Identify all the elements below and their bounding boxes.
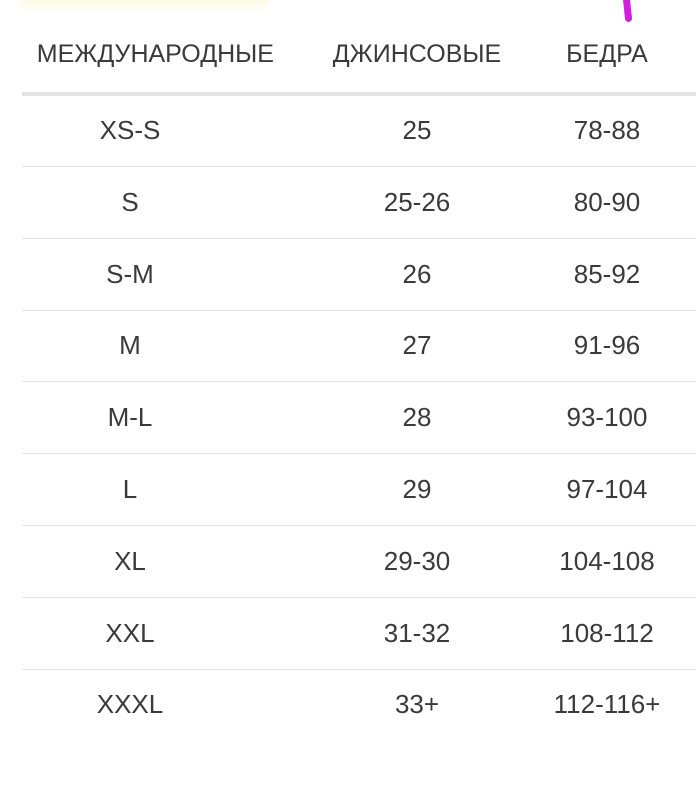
table-row: M 27 91-96 bbox=[22, 309, 696, 383]
header-international: МЕЖДУНАРОДНЫЕ bbox=[36, 40, 274, 68]
cell-hips: 108-112 bbox=[560, 617, 654, 648]
cell-hips: 80-90 bbox=[573, 186, 641, 217]
cell-international-size: L bbox=[122, 474, 138, 504]
table-row: XL 29-30 104-108 bbox=[22, 525, 696, 598]
header-hips: БЕДРА bbox=[566, 40, 648, 68]
cell-jeans-size: 28 bbox=[402, 402, 432, 433]
yellow-highlight-mark bbox=[20, 0, 270, 8]
cell-international-size: M bbox=[119, 330, 141, 361]
cell-jeans-size: 25-26 bbox=[383, 186, 451, 217]
cell-international-size: XXXL bbox=[96, 689, 164, 720]
cell-jeans-size: 31-32 bbox=[383, 617, 451, 648]
table-row: L 29 97-104 bbox=[22, 453, 696, 526]
cell-hips: 97-104 bbox=[566, 474, 648, 504]
cell-jeans-size: 27 bbox=[402, 330, 432, 361]
cell-hips: 104-108 bbox=[559, 545, 655, 576]
cell-jeans-size: 26 bbox=[402, 258, 432, 289]
cell-jeans-size: 25 bbox=[402, 115, 432, 145]
cell-international-size: XS-S bbox=[99, 115, 161, 145]
cell-jeans-size: 29-30 bbox=[383, 545, 451, 576]
cell-international-size: XXL bbox=[105, 617, 155, 648]
table-row: S-M 26 85-92 bbox=[22, 238, 696, 311]
cell-jeans-size: 33+ bbox=[394, 689, 440, 720]
cell-international-size: XL bbox=[114, 545, 146, 576]
table-row: XXXL 33+ 112-116+ bbox=[22, 668, 696, 740]
table-row: XS-S 25 78-88 bbox=[22, 94, 696, 167]
header-jeans: ДЖИНСОВЫЕ bbox=[332, 40, 502, 68]
cell-hips: 93-100 bbox=[566, 402, 648, 433]
table-row: XXL 31-32 108-112 bbox=[22, 597, 696, 670]
table-row: M-L 28 93-100 bbox=[22, 381, 696, 455]
cell-international-size: S-M bbox=[106, 258, 154, 289]
cell-hips: 112-116+ bbox=[553, 689, 661, 720]
cell-jeans-size: 29 bbox=[402, 474, 432, 504]
table-row: S 25-26 80-90 bbox=[22, 166, 696, 239]
cell-international-size: S bbox=[121, 186, 139, 217]
cell-international-size: M-L bbox=[107, 402, 153, 433]
cell-hips: 91-96 bbox=[573, 330, 641, 361]
cell-hips: 78-88 bbox=[573, 115, 641, 145]
cell-hips: 85-92 bbox=[573, 258, 641, 289]
header-divider bbox=[22, 92, 696, 96]
magenta-pen-mark bbox=[622, 0, 633, 23]
